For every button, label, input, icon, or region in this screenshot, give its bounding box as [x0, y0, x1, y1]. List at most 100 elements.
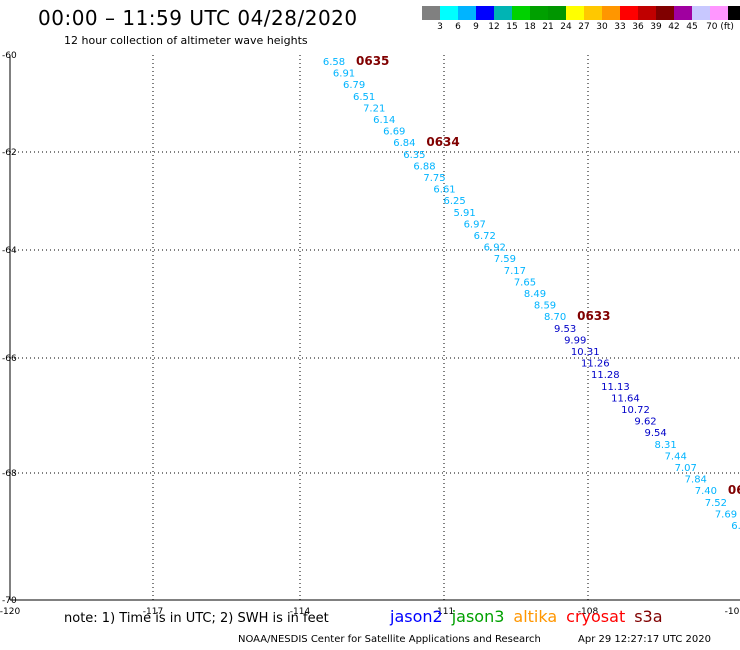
latitude-label: -64 [2, 246, 17, 256]
legend-label: 21 [542, 22, 554, 32]
credit-line: NOAA/NESDIS Center for Satellite Applica… [238, 634, 541, 645]
wave-height-value: 6.61 [433, 185, 455, 196]
wave-height-value: 6.58 [323, 57, 345, 68]
wave-height-value: 6.97 [464, 219, 486, 230]
wave-height-value: 8.49 [524, 289, 546, 300]
color-scale-labels: 3 6 9 12 15 18 21 24 27 30 33 36 39 42 45 70 (ft) [422, 22, 740, 34]
legend-label: 12 [488, 22, 500, 32]
legend-label: 9 [473, 22, 479, 32]
latitude-label: -60 [2, 51, 17, 61]
wave-height-value: 11.64 [611, 393, 640, 404]
wave-height-value: 6.14 [373, 115, 395, 126]
altimeter-track: 6.586.916.796.517.216.146.696.846.356.88… [323, 54, 740, 532]
map-subtitle: 12 hour collection of altimeter wave hei… [64, 34, 308, 47]
legend-swatch [692, 6, 710, 20]
wave-height-value: 6.79 [343, 80, 365, 91]
longitude-label: -120 [0, 607, 20, 617]
legend-swatch [710, 6, 728, 20]
legend-swatch [620, 6, 638, 20]
latitude-label: -68 [2, 469, 17, 479]
pass-time-label: 0634 [426, 135, 459, 149]
legend-swatch [548, 6, 566, 20]
wave-height-value: 11.28 [591, 370, 620, 381]
satellite-name: cryosat [566, 607, 626, 626]
legend-swatch [728, 6, 740, 20]
wave-height-value: 7.07 [675, 463, 697, 474]
longitude-label: -10 [725, 607, 740, 617]
wave-height-value: 6.69 [383, 127, 405, 138]
generation-timestamp: Apr 29 12:27:17 UTC 2020 [578, 634, 711, 645]
satellite-legend: jason2 jason3 altika cryosat s3a [390, 607, 672, 626]
longitude-label: -114 [290, 607, 311, 617]
legend-label: 3 [437, 22, 443, 32]
wave-height-value: 7.40 [695, 486, 717, 497]
legend-label: 6 [455, 22, 461, 32]
legend-label: 45 [686, 22, 698, 32]
legend-swatch [494, 6, 512, 20]
wave-height-value: 6.35 [403, 150, 425, 161]
legend-swatch [656, 6, 674, 20]
latitude-label: -70 [2, 596, 17, 606]
legend-swatch [638, 6, 656, 20]
wave-height-value: 11.13 [601, 382, 630, 393]
legend-label: 70 (ft) [706, 22, 734, 32]
satellite-name: jason3 [451, 607, 505, 626]
wave-height-value: 7.17 [504, 266, 526, 277]
satellite-name: altika [513, 607, 558, 626]
satellite-name: jason2 [390, 607, 443, 626]
legend-swatch [422, 6, 440, 20]
wave-height-value: 6.51 [353, 92, 375, 103]
legend-swatch [440, 6, 458, 20]
legend-label: 33 [614, 22, 626, 32]
wave-height-value: 7.59 [494, 254, 516, 265]
wave-height-value: 9.62 [634, 417, 656, 428]
legend-swatch [584, 6, 602, 20]
wave-height-value: 8.70 [544, 312, 566, 323]
satellite-name: s3a [634, 607, 663, 626]
footnote: note: 1) Time is in UTC; 2) SWH is in fe… [64, 611, 329, 626]
wave-height-value: 7.21 [363, 103, 385, 114]
legend-swatch [458, 6, 476, 20]
pass-time-label: 0635 [356, 54, 389, 68]
longitude-label: -111 [434, 607, 454, 617]
latitude-label: -62 [2, 148, 17, 158]
legend-label: 24 [560, 22, 572, 32]
legend-label: 18 [524, 22, 536, 32]
latitude-label: -66 [2, 354, 17, 364]
legend-swatch [530, 6, 548, 20]
longitude-label: -108 [578, 607, 599, 617]
legend-swatch [512, 6, 530, 20]
legend-swatch [674, 6, 692, 20]
wave-height-value: 6. [731, 521, 740, 532]
legend-swatch [566, 6, 584, 20]
wave-height-value: 6.25 [443, 196, 465, 207]
legend-swatch [476, 6, 494, 20]
wave-height-value: 7.69 [715, 509, 737, 520]
axis-labels: -60 -62 -64 -66 -68 -70-120 -117 -114 -111 -108 -1… [0, 51, 740, 617]
wave-height-value: 5.91 [454, 208, 476, 219]
wave-height-value: 9.53 [554, 324, 576, 335]
wave-height-value: 8.31 [655, 440, 677, 451]
wave-height-value: 6.88 [413, 161, 435, 172]
wave-height-value: 7.44 [665, 451, 687, 462]
wave-height-value: 6.84 [393, 138, 415, 149]
pass-time-label: 0633 [577, 309, 610, 323]
color-scale-legend [422, 6, 740, 20]
wave-height-value: 11.26 [581, 359, 610, 370]
map-grid [9, 55, 740, 601]
wave-height-value: 10.31 [571, 347, 600, 358]
wave-height-value: 8.59 [534, 301, 556, 312]
legend-label: 39 [650, 22, 662, 32]
wave-height-value: 7.75 [423, 173, 445, 184]
legend-label: 42 [668, 22, 680, 32]
wave-height-value: 7.84 [685, 475, 707, 486]
pass-time-label: 06 [728, 483, 740, 497]
legend-label: 27 [578, 22, 590, 32]
longitude-label: -117 [143, 607, 163, 617]
wave-height-value: 7.52 [705, 498, 727, 509]
legend-swatch [602, 6, 620, 20]
map-title: 00:00 – 11:59 UTC 04/28/2020 [38, 6, 358, 30]
wave-height-value: 6.72 [474, 231, 496, 242]
wave-height-value: 9.99 [564, 335, 586, 346]
